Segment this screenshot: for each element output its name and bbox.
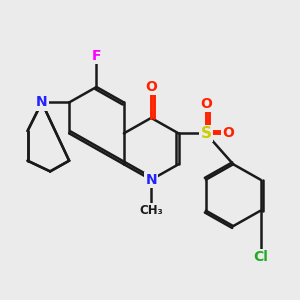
Text: O: O xyxy=(223,126,234,140)
Text: CH₃: CH₃ xyxy=(139,204,163,217)
Text: N: N xyxy=(36,95,48,110)
Text: Cl: Cl xyxy=(253,250,268,264)
Text: N: N xyxy=(146,173,157,187)
Text: O: O xyxy=(145,80,157,94)
Text: F: F xyxy=(92,49,101,63)
Text: S: S xyxy=(200,126,211,141)
Text: O: O xyxy=(200,97,212,111)
